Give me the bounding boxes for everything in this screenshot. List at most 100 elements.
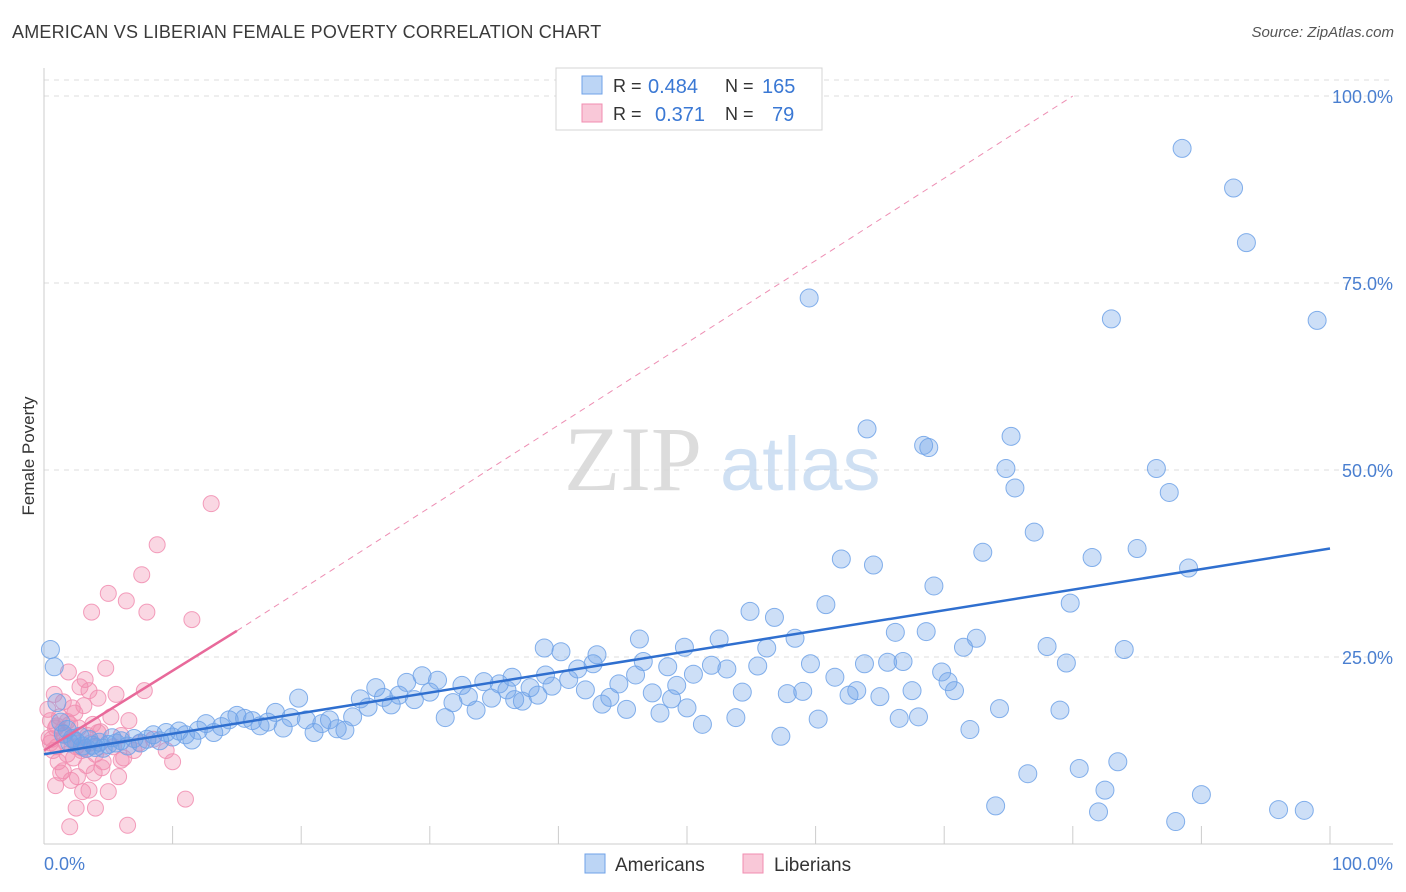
americans-point-103 (748, 656, 768, 676)
series-liberians (39, 495, 220, 836)
liberians-point-22 (68, 768, 86, 786)
stats-r-value-liberians: 0.371 (655, 104, 705, 126)
stats-n-label-liberians: N = (725, 104, 754, 124)
trend-lines (43, 547, 1331, 756)
stats-box: R = 0.484 N = 165 R = 0.371 N = 79 (555, 67, 823, 131)
liberians-point-58 (164, 753, 182, 771)
series-americans (40, 138, 1327, 832)
americans-point-151 (1114, 640, 1134, 660)
americans-point-96 (692, 714, 712, 734)
americans-point-129 (944, 681, 964, 701)
americans-point-110 (800, 654, 820, 674)
americans-point-111 (808, 709, 828, 729)
americans-point-152 (1127, 539, 1147, 559)
americans-point-101 (732, 682, 752, 702)
americans-point-109 (793, 681, 813, 701)
americans-point-43 (273, 718, 293, 738)
y-tick-label-2: 75.0% (1342, 274, 1393, 294)
liberians-point-40 (97, 659, 115, 677)
liberians-point-54 (138, 603, 156, 621)
americans-point-76 (528, 685, 548, 705)
legend-swatch-liberians[interactable] (742, 853, 764, 874)
liberians-point-69 (80, 781, 98, 799)
americans-point-116 (847, 681, 867, 701)
americans-point-82 (575, 680, 595, 700)
liberians-point-64 (67, 799, 85, 817)
americans-point-52 (343, 707, 363, 727)
americans-point-144 (1060, 593, 1080, 613)
americans-point-157 (1191, 785, 1211, 805)
americans-point-135 (989, 699, 1009, 719)
americans-point-140 (1024, 522, 1044, 542)
americans-point-143 (1056, 653, 1076, 673)
x-tick-label-max: 100.0% (1332, 854, 1393, 874)
americans-point-121 (885, 622, 905, 642)
americans-point-90 (642, 683, 662, 703)
americans-point-118 (863, 555, 883, 575)
americans-point-153 (1146, 459, 1166, 479)
liberians-point-49 (120, 712, 138, 730)
americans-point-156 (1179, 558, 1199, 578)
americans-point-105 (764, 607, 784, 627)
liberians-point-68 (54, 762, 72, 780)
americans-point-45 (289, 688, 309, 708)
americans-point-98 (709, 629, 729, 649)
americans-point-123 (902, 681, 922, 701)
americans-point-145 (1069, 758, 1089, 778)
americans-point-86 (609, 674, 629, 694)
americans-point-2 (47, 693, 67, 713)
stats-swatch-liberians (581, 103, 603, 123)
y-tick-labels: 25.0% 50.0% 75.0% 100.0% (1332, 87, 1393, 668)
americans-trend-line (43, 547, 1331, 756)
stats-n-label-americans: N = (725, 76, 754, 96)
americans-point-124 (908, 707, 928, 727)
americans-point-137 (1001, 426, 1021, 446)
liberians-point-60 (183, 611, 201, 629)
liberians-point-37 (89, 689, 107, 707)
americans-point-132 (966, 628, 986, 648)
americans-point-104 (757, 638, 777, 658)
americans-point-159 (1269, 800, 1289, 820)
americans-point-154 (1159, 482, 1179, 502)
americans-point-0 (40, 640, 60, 660)
liberians-point-15 (59, 663, 77, 681)
americans-point-102 (740, 601, 760, 621)
americans-point-146 (1082, 548, 1102, 568)
liberians-point-33 (83, 603, 101, 621)
americans-point-85 (600, 687, 620, 707)
liberians-point-78 (40, 729, 58, 747)
liberians-trend-line (43, 629, 238, 752)
americans-point-174 (662, 689, 682, 709)
americans-point-141 (1037, 637, 1057, 657)
watermark-zip: ZIP (564, 408, 702, 510)
americans-point-55 (366, 678, 386, 698)
americans-point-163 (1224, 178, 1244, 198)
americans-point-158 (1236, 233, 1256, 253)
americans-point-117 (854, 654, 874, 674)
americans-point-167 (919, 438, 939, 458)
americans-point-136 (996, 459, 1016, 479)
americans-point-84 (592, 694, 612, 714)
americans-point-126 (924, 576, 944, 596)
americans-point-114 (831, 549, 851, 569)
axes (43, 68, 1393, 845)
americans-point-170 (629, 629, 649, 649)
americans-point-92 (658, 657, 678, 677)
chart-source: Source: ZipAtlas.com (1251, 24, 1394, 41)
liberians-point-44 (107, 685, 125, 703)
americans-point-169 (677, 698, 697, 718)
americans-point-100 (726, 708, 746, 728)
legend-label-americans[interactable]: Americans (615, 855, 705, 876)
legend-swatch-americans[interactable] (584, 853, 606, 874)
watermark: ZIP atlas (564, 408, 881, 510)
y-axis-label: Female Poverty (19, 396, 38, 516)
americans-point-122 (893, 651, 913, 671)
americans-point-77 (534, 638, 554, 658)
y-tick-label-3: 100.0% (1332, 87, 1393, 107)
legend-label-liberians[interactable]: Liberians (774, 855, 851, 876)
americans-point-161 (1307, 310, 1327, 330)
liberians-point-70 (93, 759, 111, 777)
americans-point-50 (327, 719, 347, 739)
americans-point-95 (683, 664, 703, 684)
